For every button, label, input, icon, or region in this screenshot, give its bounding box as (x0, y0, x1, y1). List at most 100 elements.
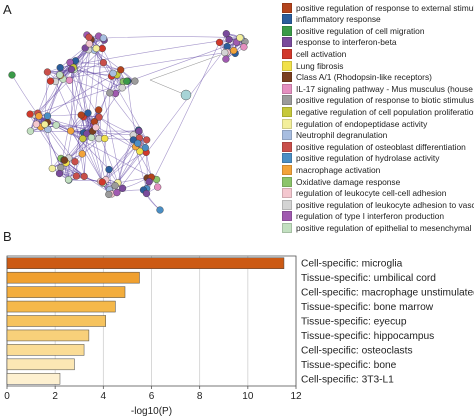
network-node (78, 150, 86, 158)
category-label: Tissue-specific: bone marrow (301, 302, 434, 313)
network-node (32, 120, 41, 128)
category-label: Tissue-specific: hippocampus (301, 331, 434, 342)
network-node (60, 156, 69, 164)
network-node (64, 176, 73, 184)
network-edge (149, 54, 221, 81)
category-labels: Cell-specific: microglia Tissue-specific:… (301, 259, 474, 386)
legend-item: regulation of endopeptidase activity (282, 118, 427, 129)
legend-label: macrophage activation (296, 164, 381, 175)
legend-item: Class A/1 (Rhodopsin-like receptors) (282, 72, 432, 83)
network-edge (55, 81, 103, 183)
legend-item: IL-17 signaling pathway - Mus musculus (… (282, 83, 474, 94)
x-tick-label: 10 (242, 391, 254, 402)
network-nodes (8, 30, 249, 214)
legend-label: positive regulation of epithelial to mes… (296, 222, 474, 233)
network-node (105, 165, 113, 174)
network-node (56, 63, 64, 72)
network-node (72, 172, 81, 180)
network-node (71, 158, 79, 166)
network-edge (38, 67, 74, 116)
network-node (154, 183, 162, 191)
legend-item: Oxidative damage response (282, 176, 400, 187)
network-node (43, 112, 52, 120)
bar (6, 344, 85, 356)
network-node (85, 33, 93, 41)
network-node (131, 77, 139, 85)
network-node (106, 89, 114, 97)
legend-label: positive regulation of response to bioti… (296, 95, 474, 106)
network-node (141, 144, 149, 152)
network-node (117, 66, 125, 74)
legend-item: positive regulation of response to bioti… (282, 95, 474, 106)
network-node (142, 189, 151, 198)
bar (6, 329, 90, 342)
legend-swatch (282, 176, 292, 187)
legend-swatch (282, 106, 292, 117)
legend-label: positive regulation of leukocyte adhesio… (296, 199, 474, 210)
network-node (180, 89, 192, 101)
network-node (136, 147, 144, 155)
network-node (215, 38, 224, 47)
network-edge (63, 52, 225, 80)
network-node (236, 34, 244, 42)
network-node (134, 139, 142, 147)
network-node (56, 71, 64, 79)
legend-item: positive regulation of osteoblast differ… (282, 141, 466, 152)
network-node (113, 189, 121, 197)
legend-swatch (282, 14, 292, 25)
network-node (109, 69, 117, 77)
legend-item: positive regulation of cell migration (282, 25, 424, 36)
bar (6, 315, 106, 327)
legend-item: positive regulation of response to exter… (282, 2, 474, 13)
legend-swatch (282, 48, 292, 59)
network-node (111, 182, 119, 190)
legend-label: regulation of type I interferon producti… (296, 211, 445, 222)
legend-label: Class A/1 (Rhodopsin-like receptors) (296, 72, 432, 83)
legend-swatch (282, 222, 292, 233)
network-edge (75, 60, 103, 183)
legend-label: Oxidative damage response (296, 176, 401, 187)
legend-label: response to interferon-beta (296, 37, 397, 48)
network-node (118, 84, 126, 92)
network-node (95, 106, 103, 114)
category-label: Cell-specific: 3T3-L1 (301, 374, 394, 385)
x-tick-labels: 0 2 4 6 8 10 12 (4, 386, 302, 402)
enrichment-network (8, 30, 249, 214)
network-node (35, 112, 43, 120)
legend-swatch (282, 188, 292, 199)
x-tick-label: 0 (4, 391, 10, 402)
network-node (77, 111, 85, 119)
network-node (222, 30, 230, 38)
network-edge (95, 127, 119, 183)
network-edge (105, 146, 136, 181)
legend-swatch (282, 2, 292, 13)
network-edge (149, 79, 187, 96)
network-node (92, 44, 100, 53)
network-node (101, 134, 109, 143)
network-node (79, 135, 87, 143)
legend-label: inflammatory response (296, 14, 381, 25)
network-edge (60, 35, 99, 68)
network-edge (70, 130, 110, 170)
legend-label: Lung fibrosis (296, 60, 344, 71)
network-node (225, 35, 233, 44)
network-node (52, 121, 60, 129)
network-node (123, 77, 131, 85)
network-edge (116, 46, 228, 193)
legend-item: macrophage activation (282, 164, 380, 175)
category-label: Tissue-specific: umbilical cord (301, 273, 436, 284)
network-node (145, 178, 153, 186)
network-node (98, 44, 106, 53)
network-edge (11, 74, 40, 117)
network-node (156, 206, 164, 214)
network-node (143, 136, 151, 144)
panel-b-label: B (3, 229, 12, 244)
network-node (240, 43, 248, 51)
legend-item: negative regulation of cell population p… (282, 106, 474, 117)
legend-swatch (282, 83, 292, 94)
legend-label: Neutrophil degranulation (296, 130, 388, 141)
network-node (67, 65, 76, 74)
category-label: Cell-specific: osteoclasts (301, 345, 413, 356)
legend-label: positive regulation of response to exter… (296, 2, 474, 13)
network-node (222, 55, 230, 63)
